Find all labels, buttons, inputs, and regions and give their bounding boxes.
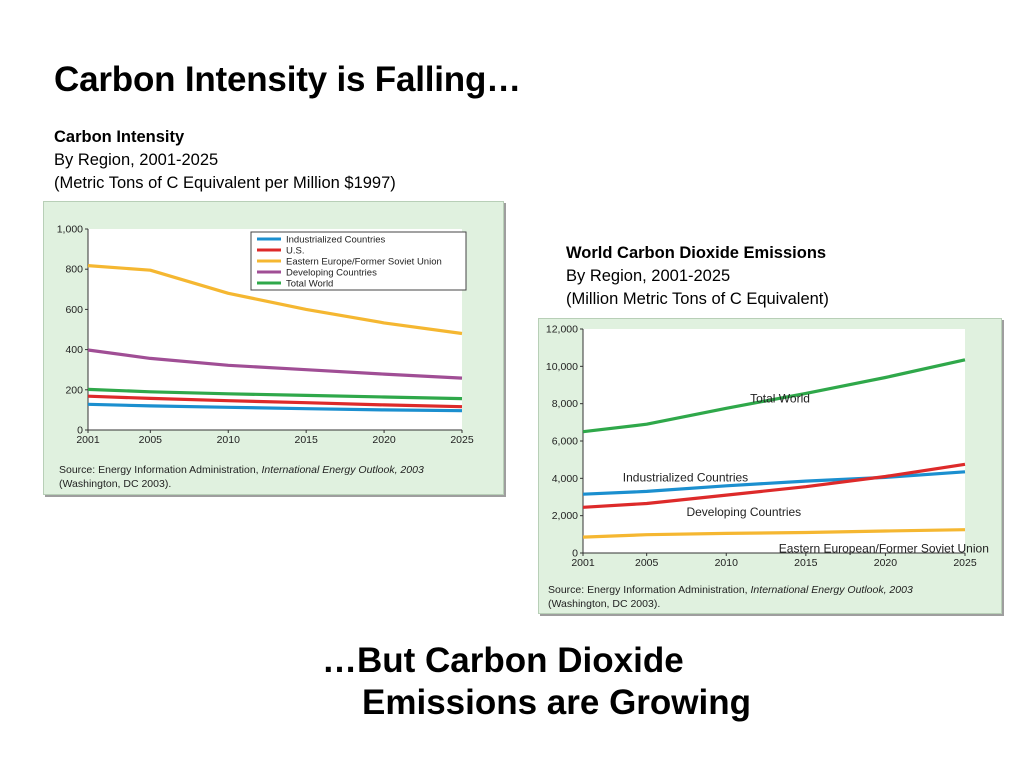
series-line-total-world: [582, 358, 966, 434]
series-line-total-world: [87, 387, 463, 401]
y-tick-label: 10,000: [546, 361, 578, 373]
x-tick-label: 2005: [635, 557, 659, 569]
legend-label-u-s: U.S.: [286, 246, 304, 257]
series-line-eastern-european-former-soviet-union: [582, 528, 966, 539]
left-chart-source: Source: Energy Information Administratio…: [59, 463, 424, 491]
legend-label-eastern-europe-former-soviet-union: Eastern Europe/Former Soviet Union: [286, 257, 442, 268]
series-line-developing-countries: [87, 348, 463, 380]
y-tick-label: 800: [65, 264, 83, 276]
series-line-industrialized-countries: [87, 402, 463, 413]
x-tick-label: 2015: [794, 557, 818, 569]
carbon-intensity-chart-panel: 0 200 400 600 800 1,000 2001 2005 2010 2015 2020 20…: [43, 201, 504, 495]
legend-label-developing-countries: Developing Countries: [286, 268, 377, 279]
left-caption-title: Carbon Intensity: [54, 128, 185, 146]
right-source-location: (Washington, DC 2003).: [548, 598, 661, 610]
left-caption-units: (Metric Tons of C Equivalent per Million…: [54, 174, 396, 192]
right-chart-source: Source: Energy Information Administratio…: [548, 583, 913, 611]
x-tick-label: 2020: [372, 434, 396, 446]
right-source-prefix: Source: Energy Information Administratio…: [548, 584, 751, 596]
y-tick-label: 0: [77, 425, 83, 437]
y-tick-label: 8,000: [552, 398, 578, 410]
series-line-industrialized-countries: [582, 470, 966, 496]
y-tick-label: 0: [572, 548, 578, 560]
series-label-industrialized-countries: Industrialized Countries: [623, 471, 748, 485]
x-tick-label: 2025: [953, 557, 977, 569]
left-source-publication: International Energy Outlook, 2003: [261, 464, 424, 476]
y-tick-label: 12,000: [546, 324, 578, 336]
series-line-developing-countries: [582, 462, 966, 509]
right-chart-caption: World Carbon Dioxide Emissions By Region…: [566, 242, 829, 311]
right-caption-title: World Carbon Dioxide Emissions: [566, 244, 827, 262]
left-chart-caption: Carbon Intensity By Region, 2001-2025 (M…: [54, 126, 396, 195]
legend-label-industrialized-countries: Industrialized Countries: [286, 235, 386, 246]
legend-box: [250, 231, 467, 291]
right-caption-subtitle: By Region, 2001-2025: [566, 267, 731, 285]
co2-emissions-chart: 0 2,000 4,000 6,000 8,000 10,000 12,000 2001 200…: [546, 324, 989, 570]
bottom-title: …But Carbon Dioxide Emissions are Growin…: [322, 640, 751, 724]
bottom-title-line1: …But Carbon Dioxide: [322, 641, 684, 680]
left-source-prefix: Source: Energy Information Administratio…: [59, 464, 262, 476]
y-tick-label: 200: [65, 384, 83, 396]
y-tick-label: 1,000: [57, 224, 83, 236]
y-tick-label: 4,000: [552, 473, 578, 485]
x-tick-label: 2010: [217, 434, 241, 446]
slide-title: Carbon Intensity is Falling…: [54, 60, 521, 99]
left-source-location: (Washington, DC 2003).: [59, 478, 172, 490]
y-tick-label: 2,000: [552, 510, 578, 522]
bottom-title-line2: Emissions are Growing: [362, 683, 751, 722]
series-line-eastern-europe-former-soviet-union: [87, 264, 463, 336]
x-tick-label: 2010: [715, 557, 739, 569]
series-line-u-s: [87, 394, 463, 409]
y-tick-label: 6,000: [552, 436, 578, 448]
carbon-intensity-chart: 0 200 400 600 800 1,000 2001 2005 2010 2015 2020 20…: [57, 224, 474, 447]
series-label-eastern-european-former-soviet-union: Eastern European/Former Soviet Union: [779, 541, 989, 555]
plot-area: [583, 329, 965, 553]
x-tick-label: 2025: [450, 434, 474, 446]
co2-emissions-chart-panel: 0 2,000 4,000 6,000 8,000 10,000 12,000 2001 200…: [538, 318, 1002, 614]
x-tick-label: 2001: [76, 434, 100, 446]
x-tick-label: 2005: [139, 434, 163, 446]
right-caption-units: (Million Metric Tons of C Equivalent): [566, 290, 829, 308]
y-tick-label: 600: [65, 304, 83, 316]
x-tick-label: 2015: [294, 434, 318, 446]
left-caption-subtitle: By Region, 2001-2025: [54, 151, 219, 169]
x-tick-label: 2020: [874, 557, 898, 569]
y-tick-label: 400: [65, 344, 83, 356]
series-label-developing-countries: Developing Countries: [686, 505, 801, 519]
legend-label-total-world: Total World: [286, 279, 333, 290]
right-source-publication: International Energy Outlook, 2003: [750, 584, 913, 596]
x-tick-label: 2001: [571, 557, 595, 569]
series-label-total-world: Total World: [750, 392, 810, 406]
